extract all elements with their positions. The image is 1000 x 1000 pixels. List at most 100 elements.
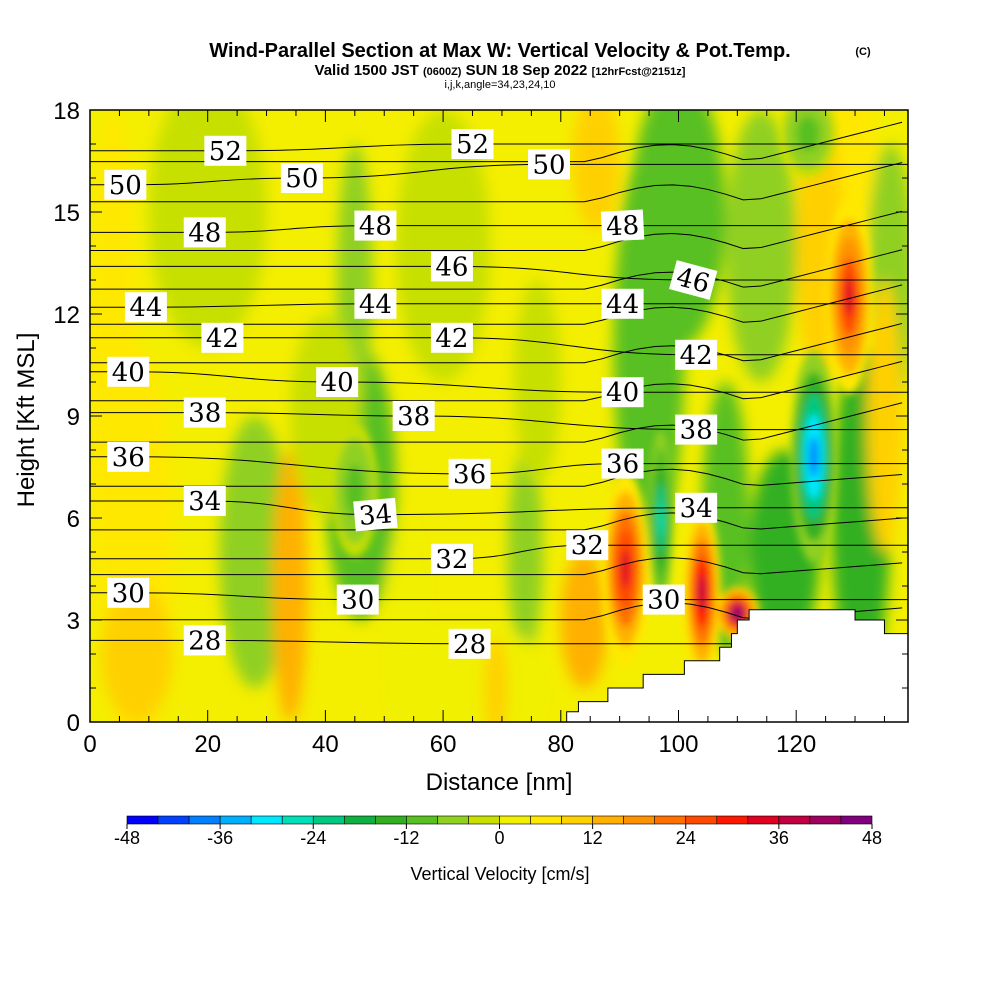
x-tick-label: 40: [312, 731, 339, 758]
theta-label-text: 50: [532, 150, 565, 180]
updraft-core: [698, 575, 706, 611]
theta-label-text: 34: [358, 499, 394, 532]
theta-contour-32: [90, 544, 908, 560]
theta-label-text: 38: [188, 399, 221, 429]
x-axis-label: Distance [nm]: [426, 769, 573, 796]
theta-label: 38: [675, 414, 718, 446]
updraft-core: [733, 607, 742, 619]
colorbar-swatch: [623, 815, 656, 825]
x-tick-label: 100: [658, 731, 698, 758]
theta-label-box: [675, 414, 718, 445]
theta-label-text: 40: [606, 378, 639, 408]
colorbar-swatch: [281, 815, 314, 825]
theta-label-text: 44: [129, 293, 162, 323]
theta-label-box: [104, 169, 147, 200]
theta-label-text: 40: [321, 368, 354, 398]
colorbar-tick-label: 48: [862, 828, 882, 848]
theta-label-text: 32: [571, 531, 604, 561]
y-tick-label: 18: [53, 98, 80, 125]
velocity-region: [384, 620, 550, 722]
theta-label-text: 28: [188, 626, 221, 656]
theta-label: 30: [107, 577, 150, 609]
theta-label-box: [183, 217, 226, 248]
theta-label: 30: [336, 584, 379, 616]
downdraft-core: [809, 435, 819, 479]
theta-label: 52: [204, 135, 247, 167]
theta-label-text: 28: [453, 630, 486, 660]
theta-contour-minor: [90, 210, 903, 252]
theta-label-box: [353, 497, 398, 532]
theta-label-box: [601, 377, 644, 408]
theta-contour-minor: [90, 402, 903, 443]
theta-label-box: [183, 625, 226, 656]
chart-subtitle: Valid 1500 JST (0600Z) SUN 18 Sep 2022 […: [315, 62, 686, 79]
theta-label: 44: [354, 288, 397, 320]
theta-contour-minor: [90, 512, 903, 531]
theta-label: 44: [601, 288, 644, 320]
subtitle-valid-time: Valid 1500 JST: [315, 62, 419, 79]
theta-label-box: [600, 209, 645, 242]
x-tick-label: 0: [83, 731, 96, 758]
colorbar-label: Vertical Velocity [cm/s]: [410, 864, 589, 884]
updraft-core: [620, 549, 631, 589]
title-copyright-mark: (C): [855, 46, 871, 58]
theta-label-box: [204, 135, 247, 166]
theta-label-text: 34: [680, 494, 713, 524]
theta-label: 52: [451, 129, 494, 160]
colorbar-tick-label: -36: [207, 828, 233, 848]
theta-label: 42: [201, 322, 244, 354]
downdraft-core: [802, 124, 814, 143]
colorbar-swatch: [126, 815, 159, 825]
y-tick-label: 15: [53, 200, 80, 227]
theta-label: 50: [104, 169, 147, 201]
theta-label: 34: [675, 492, 718, 524]
theta-label: 36: [107, 441, 150, 473]
chart-index-line: i,j,k,angle=34,23,24,10: [444, 79, 555, 91]
theta-label-box: [183, 397, 226, 428]
colorbar-tick-label: 36: [769, 828, 789, 848]
updraft-core: [844, 277, 854, 317]
colorbar-swatch: [654, 815, 687, 825]
theta-contour-28: [90, 639, 908, 645]
theta-label: 36: [601, 448, 644, 480]
theta-label: 50: [528, 149, 571, 180]
x-tick-labels: 0 20 40 60 80 100 120: [83, 731, 816, 758]
theta-label-box: [675, 339, 718, 370]
theta-label-box: [336, 584, 379, 615]
velocity-cores: [331, 110, 873, 682]
theta-label-box: [107, 356, 150, 387]
theta-label: 34: [183, 486, 226, 517]
colorbar-tick-label: -12: [393, 828, 419, 848]
colorbar-swatch: [250, 815, 283, 825]
theta-label-text: 38: [397, 402, 430, 432]
colorbar-tick-label: 24: [676, 828, 696, 848]
theta-label-text: 30: [647, 586, 680, 616]
downdraft-core: [350, 477, 360, 505]
colorbar: [126, 815, 873, 825]
colorbar-tick-label: -24: [300, 828, 326, 848]
velocity-region: [572, 110, 620, 229]
colorbar-swatch: [716, 815, 749, 825]
theta-label-text: 42: [206, 324, 239, 354]
theta-label: 32: [430, 543, 473, 575]
chart-title: Wind-Parallel Section at Max W: Vertical…: [209, 40, 790, 62]
theta-label: 40: [316, 367, 359, 398]
theta-label-text: 34: [188, 487, 221, 517]
colorbar-swatch: [778, 815, 811, 825]
colorbar-swatch: [437, 815, 469, 825]
theta-label-text: 42: [680, 341, 713, 371]
colorbar-swatch: [685, 815, 718, 825]
theta-label-box: [183, 486, 226, 516]
velocity-region: [507, 450, 544, 654]
theta-contour-minor: [90, 557, 903, 576]
colorbar-swatch: [375, 815, 407, 825]
theta-label-text: 50: [109, 171, 142, 201]
theta-label-box: [528, 149, 571, 180]
colorbar-swatch: [747, 815, 780, 825]
colorbar-tick-label: 12: [583, 828, 603, 848]
theta-label-text: 48: [605, 211, 640, 243]
theta-label: 34: [353, 497, 398, 532]
theta-label-box: [448, 628, 491, 659]
colorbar-swatch: [499, 815, 531, 825]
